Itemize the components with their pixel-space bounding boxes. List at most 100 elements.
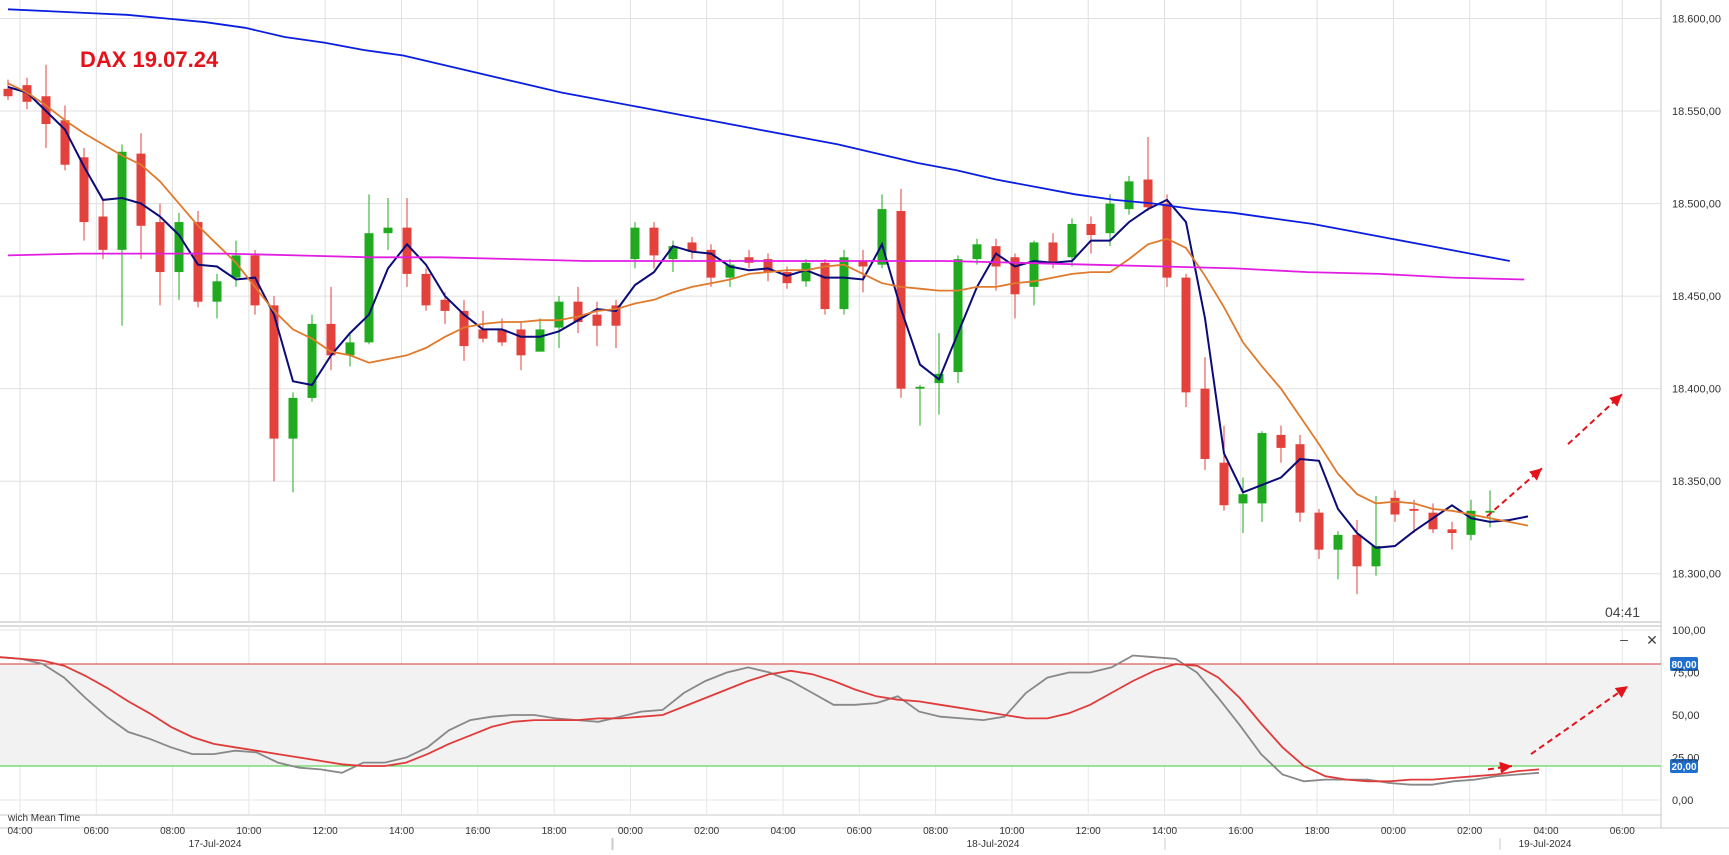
candle-body <box>250 255 260 306</box>
candle-body <box>155 222 165 273</box>
candle-body <box>1276 434 1286 448</box>
candle <box>744 249 754 269</box>
candle <box>117 144 127 326</box>
price-tick-label: 18.350,00 <box>1672 476 1721 488</box>
candle-body <box>820 262 830 310</box>
time-tick-label: 18:00 <box>542 826 567 837</box>
time-tick-label: 14:00 <box>1152 826 1177 837</box>
minimize-pane-button[interactable]: – <box>1620 631 1628 647</box>
candle <box>516 322 526 371</box>
time-tick-label: 02:00 <box>1457 826 1482 837</box>
overbought-oversold-zone <box>0 664 1661 766</box>
time-tick-label: 02:00 <box>694 826 719 837</box>
candle <box>1333 531 1343 580</box>
candle-body <box>1010 257 1020 295</box>
candle <box>1466 499 1476 541</box>
candle-body <box>1466 510 1476 535</box>
candle <box>307 314 317 402</box>
candle-body <box>307 323 317 398</box>
date-label: 18-Jul-2024 <box>967 839 1020 850</box>
osc-tick-label: 50,00 <box>1672 710 1700 722</box>
forecast-arrows <box>1486 393 1629 774</box>
time-tick-label: 04:00 <box>1533 826 1558 837</box>
candle <box>288 392 298 493</box>
candle <box>1124 175 1134 215</box>
candle-body <box>1143 179 1153 208</box>
candle <box>1162 194 1172 287</box>
time-tick-label: 00:00 <box>1381 826 1406 837</box>
candle <box>1181 273 1191 408</box>
candle-body <box>915 386 925 389</box>
candle <box>611 299 621 348</box>
candle <box>1371 496 1381 576</box>
candle <box>440 292 450 324</box>
candle <box>1219 425 1229 511</box>
candle-body <box>497 329 507 343</box>
candle-body <box>725 264 735 278</box>
level-badge-label: 20,00 <box>1671 762 1696 773</box>
candle-body <box>687 242 697 252</box>
level-badge <box>1670 759 1698 773</box>
price-axis[interactable]: 18.300,00 18.350,00 18.400,00 18.450,00 18.5… <box>1672 14 1721 807</box>
candle <box>174 212 184 300</box>
candle <box>497 318 507 347</box>
candle-body <box>174 222 184 273</box>
candle <box>953 255 963 384</box>
candle <box>1086 216 1096 254</box>
candle-body <box>1409 508 1419 511</box>
candle-body <box>611 305 621 326</box>
candle <box>60 105 70 171</box>
time-tick-label: 10:00 <box>999 826 1024 837</box>
candle <box>1143 136 1153 211</box>
candle-body <box>3 88 13 97</box>
candle-body <box>326 323 336 356</box>
candle <box>1447 521 1457 550</box>
candle-body <box>1257 433 1267 504</box>
candle-body <box>79 157 89 223</box>
time-tick-label: 00:00 <box>618 826 643 837</box>
candle <box>1257 431 1267 522</box>
candle <box>269 296 279 482</box>
candle-body <box>193 222 203 302</box>
candle-body <box>649 227 659 256</box>
osc-tick-label: 100,00 <box>1672 625 1706 637</box>
time-tick-label: 08:00 <box>160 826 185 837</box>
time-tick-label: 08:00 <box>923 826 948 837</box>
main-indicator-line <box>7 82 1529 527</box>
forecast-arrow <box>1567 393 1623 445</box>
candle <box>98 199 108 260</box>
candle-body <box>1181 277 1191 393</box>
candle <box>972 238 982 265</box>
candle <box>801 259 811 287</box>
candle-body <box>1219 462 1229 506</box>
close-pane-button[interactable]: ✕ <box>1646 632 1658 648</box>
candle-body <box>212 281 222 302</box>
candle-body <box>516 329 526 356</box>
candle-body <box>1428 512 1438 530</box>
oscillator-line <box>0 654 1540 786</box>
date-label: 19-Jul-2024 <box>1519 839 1572 850</box>
candle-body <box>592 314 602 326</box>
osc-tick-label: 75,00 <box>1672 668 1700 680</box>
countdown-clock: 04:41 <box>1605 604 1640 620</box>
time-tick-label: 12:00 <box>1076 826 1101 837</box>
candle-body <box>1029 242 1039 287</box>
price-tick-label: 18.300,00 <box>1672 569 1721 581</box>
time-axis[interactable]: 04:00 06:00 08:00 10:00 12:00 14:00 16:00 18:00… <box>0 826 1635 850</box>
candle <box>1067 218 1077 267</box>
candle <box>402 198 412 287</box>
candle-body <box>1162 203 1172 278</box>
candle-body <box>421 273 431 306</box>
forecast-arrow <box>1486 467 1543 518</box>
candle-body <box>1485 510 1495 513</box>
candle-body <box>383 227 393 234</box>
time-tick-label: 16:00 <box>465 826 490 837</box>
candle-body <box>630 227 640 260</box>
candle <box>820 259 830 315</box>
candle <box>706 244 716 287</box>
candle-body <box>1067 223 1077 258</box>
candle-body <box>1200 388 1210 459</box>
timezone-caption: wich Mean Time <box>7 813 81 824</box>
candle-body <box>478 329 488 339</box>
candle <box>79 148 89 241</box>
